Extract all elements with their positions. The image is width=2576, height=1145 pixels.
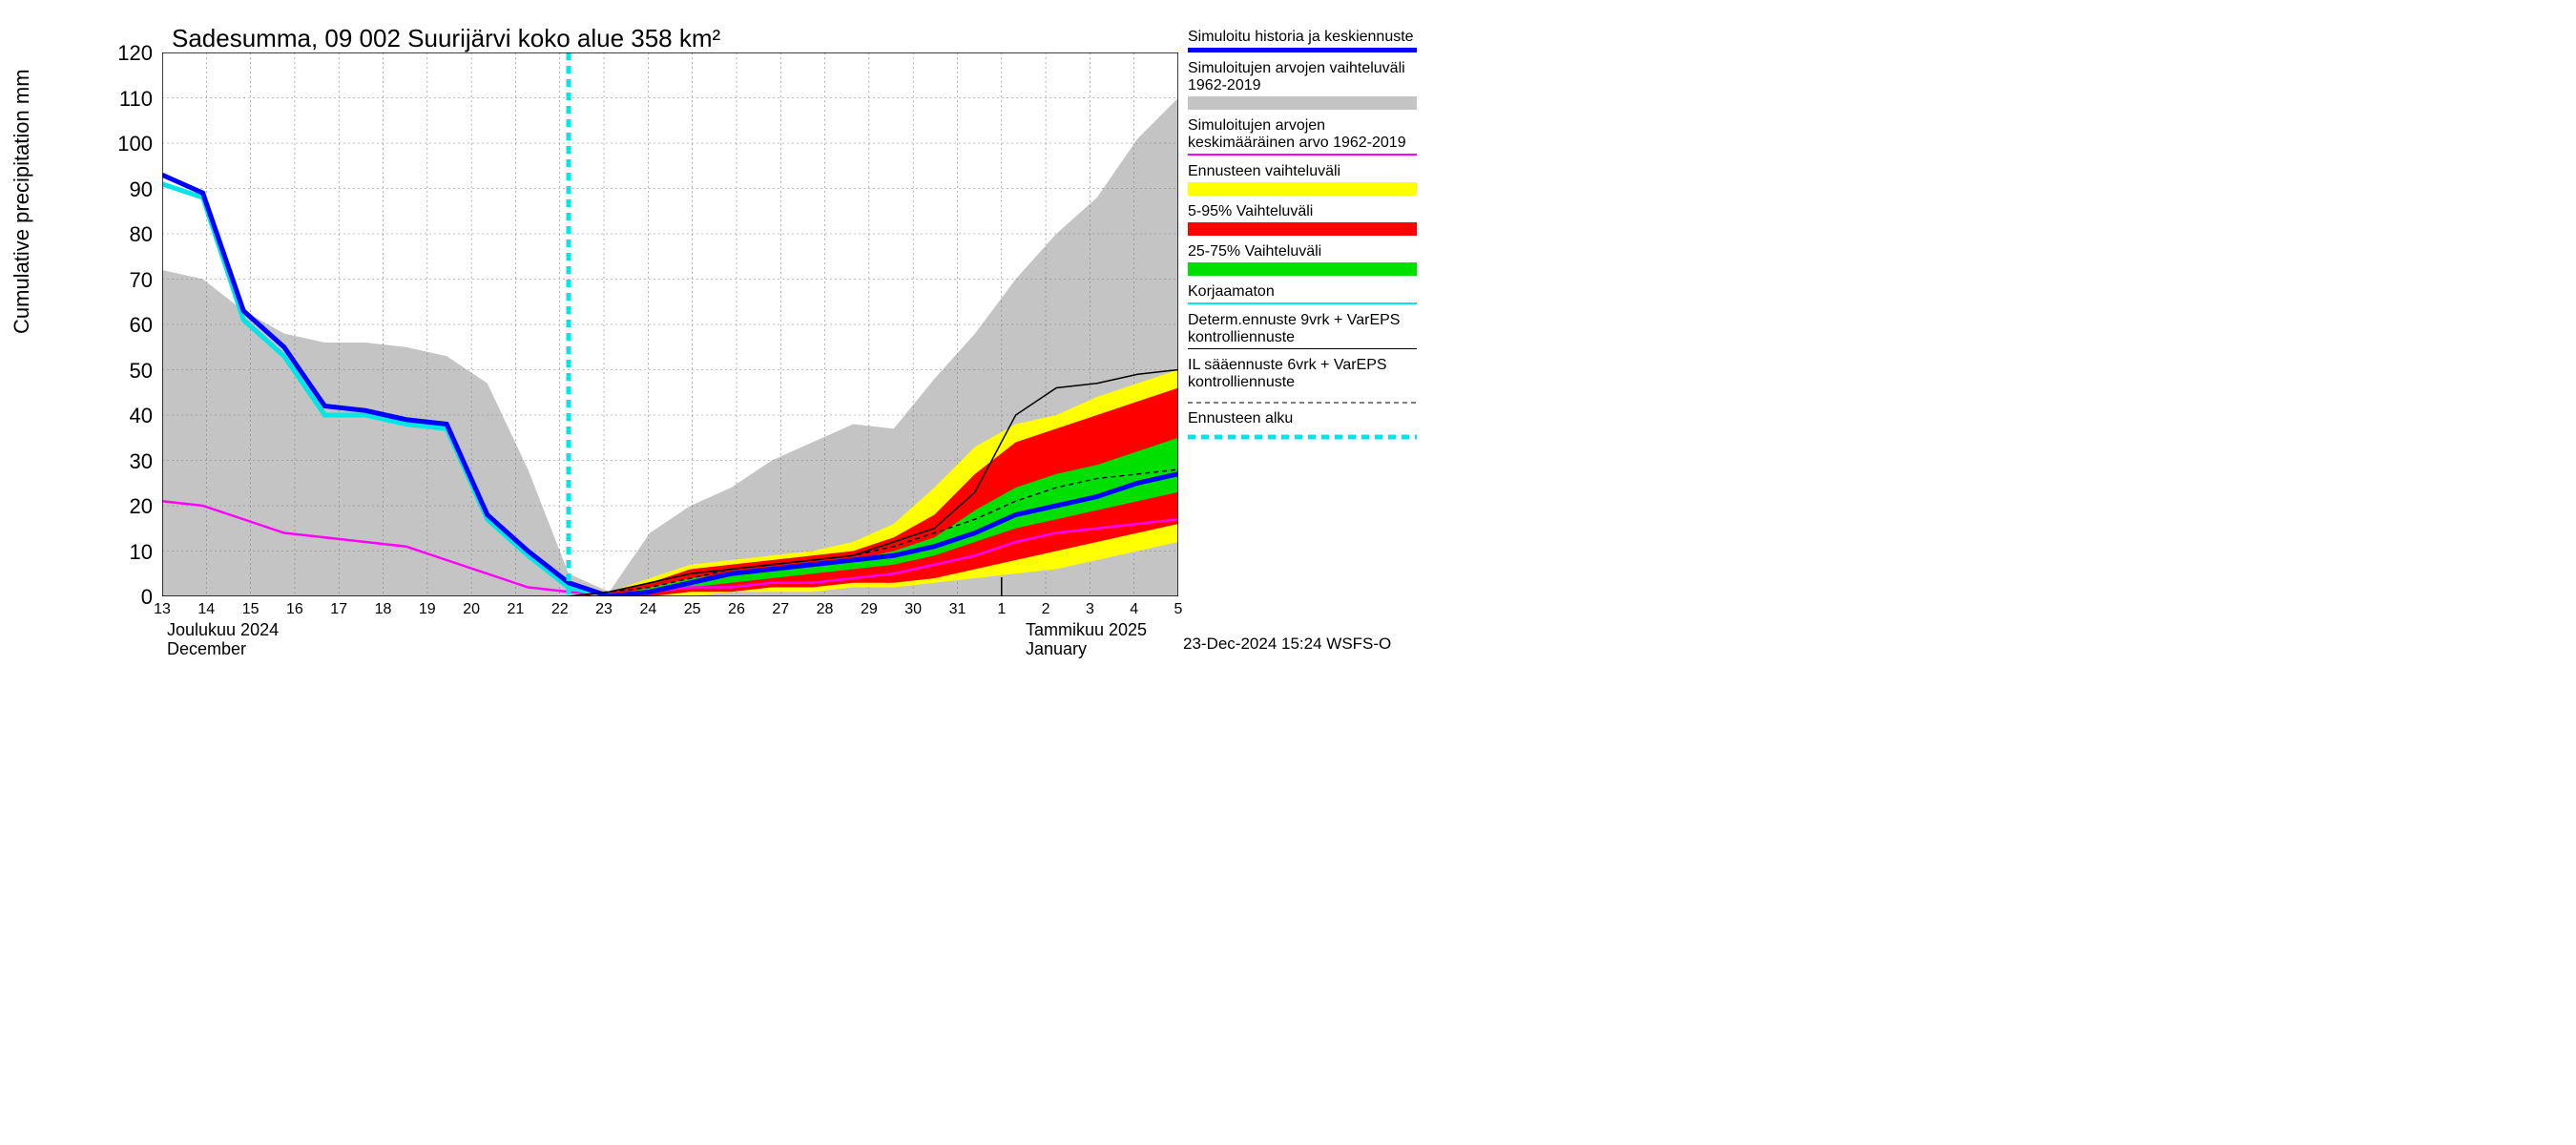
x-tick-label: 2	[1031, 601, 1060, 618]
y-tick-label: 100	[105, 132, 153, 156]
y-tick-label: 50	[105, 359, 153, 384]
legend-item: 25-75% Vaihteluväli	[1188, 243, 1426, 276]
legend-item: Ennusteen vaihteluväli	[1188, 163, 1426, 196]
legend-swatch	[1188, 429, 1417, 439]
legend-swatch	[1188, 182, 1417, 196]
y-tick-label: 70	[105, 268, 153, 293]
legend-item: Ennusteen alku	[1188, 410, 1426, 439]
x-tick-label: 16	[280, 601, 309, 618]
y-axis-label: Cumulative precipitation mm	[10, 69, 34, 334]
y-tick-label: 40	[105, 404, 153, 428]
x-tick-label: 29	[855, 601, 883, 618]
timestamp: 23-Dec-2024 15:24 WSFS-O	[1183, 635, 1391, 654]
x-tick-label: 22	[546, 601, 574, 618]
x-tick-label: 18	[369, 601, 398, 618]
y-tick-label: 60	[105, 313, 153, 338]
legend-label: Simuloitujen arvojen keskimääräinen arvo…	[1188, 117, 1426, 152]
legend-item: Simuloitujen arvojen keskimääräinen arvo…	[1188, 117, 1426, 156]
legend-item: Simuloitujen arvojen vaihteluväli 1962-2…	[1188, 60, 1426, 110]
legend-item: Korjaamaton	[1188, 283, 1426, 304]
x-tick-label: 25	[678, 601, 707, 618]
chart-container: Sadesumma, 09 002 Suurijärvi koko alue 3…	[0, 0, 1431, 668]
x-tick-label: 5	[1164, 601, 1193, 618]
x-tick-label: 17	[324, 601, 353, 618]
x-tick-label: 30	[899, 601, 927, 618]
month-left-en: December	[167, 639, 246, 659]
x-tick-label: 31	[943, 601, 971, 618]
x-tick-label: 26	[722, 601, 751, 618]
y-tick-label: 80	[105, 222, 153, 247]
legend-swatch	[1188, 393, 1417, 403]
y-tick-label: 110	[105, 87, 153, 112]
x-tick-label: 27	[766, 601, 795, 618]
x-tick-label: 24	[634, 601, 662, 618]
y-tick-label: 0	[105, 585, 153, 610]
x-tick-label: 20	[457, 601, 486, 618]
legend-item: Determ.ennuste 9vrk + VarEPS kontrollien…	[1188, 312, 1426, 349]
legend-label: 25-75% Vaihteluväli	[1188, 243, 1426, 260]
legend-item: IL sääennuste 6vrk + VarEPS kontrollienn…	[1188, 357, 1426, 403]
month-right-fi: Tammikuu 2025	[1026, 620, 1147, 640]
x-tick-label: 21	[501, 601, 530, 618]
legend-swatch	[1188, 154, 1417, 156]
y-tick-label: 120	[105, 41, 153, 66]
legend-label: Ennusteen vaihteluväli	[1188, 163, 1426, 180]
x-tick-label: 14	[192, 601, 220, 618]
legend-label: Ennusteen alku	[1188, 410, 1426, 427]
x-tick-label: 3	[1075, 601, 1104, 618]
x-tick-label: 4	[1120, 601, 1149, 618]
legend-label: Korjaamaton	[1188, 283, 1426, 301]
legend-swatch	[1188, 222, 1417, 236]
legend-label: Determ.ennuste 9vrk + VarEPS kontrollien…	[1188, 312, 1426, 346]
legend-swatch	[1188, 348, 1417, 349]
x-tick-label: 28	[811, 601, 840, 618]
y-tick-label: 30	[105, 449, 153, 474]
legend-label: IL sääennuste 6vrk + VarEPS kontrollienn…	[1188, 357, 1426, 391]
y-tick-label: 10	[105, 540, 153, 565]
legend-item: 5-95% Vaihteluväli	[1188, 203, 1426, 236]
month-left-fi: Joulukuu 2024	[167, 620, 279, 640]
x-tick-label: 23	[590, 601, 618, 618]
legend-swatch	[1188, 302, 1417, 304]
legend-label: Simuloitujen arvojen vaihteluväli 1962-2…	[1188, 60, 1426, 94]
legend-label: 5-95% Vaihteluväli	[1188, 203, 1426, 220]
legend: Simuloitu historia ja keskiennuste Simulo…	[1188, 29, 1426, 447]
legend-item: Simuloitu historia ja keskiennuste	[1188, 29, 1426, 52]
month-right-en: January	[1026, 639, 1087, 659]
x-tick-label: 1	[987, 601, 1016, 618]
x-tick-label: 19	[413, 601, 442, 618]
plot-svg	[162, 52, 1178, 596]
chart-title: Sadesumma, 09 002 Suurijärvi koko alue 3…	[172, 24, 720, 53]
y-tick-label: 20	[105, 494, 153, 519]
legend-swatch	[1188, 262, 1417, 276]
legend-swatch	[1188, 96, 1417, 110]
x-tick-label: 13	[148, 601, 177, 618]
x-tick-label: 15	[237, 601, 265, 618]
legend-label: Simuloitu historia ja keskiennuste	[1188, 29, 1426, 46]
legend-swatch	[1188, 48, 1417, 52]
y-tick-label: 90	[105, 177, 153, 202]
